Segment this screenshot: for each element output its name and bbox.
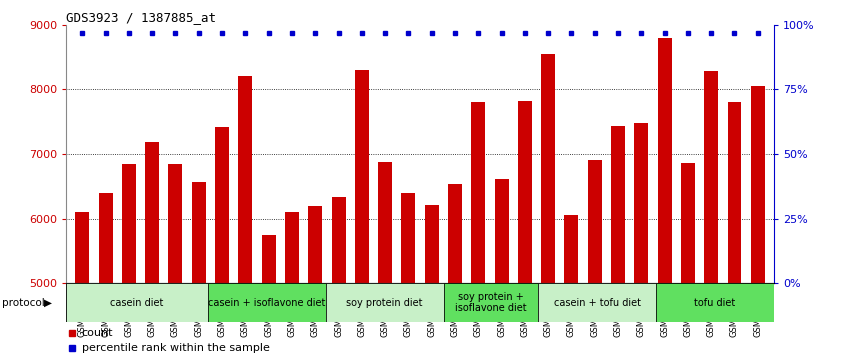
Text: casein + tofu diet: casein + tofu diet xyxy=(553,298,640,308)
Bar xyxy=(443,283,538,322)
Bar xyxy=(588,160,602,283)
Text: protocol: protocol xyxy=(2,298,45,308)
Bar xyxy=(518,101,532,283)
Bar xyxy=(425,205,439,283)
Bar xyxy=(656,283,774,322)
Bar xyxy=(750,86,765,283)
Bar xyxy=(657,38,672,283)
Text: casein + isoflavone diet: casein + isoflavone diet xyxy=(208,298,326,308)
Text: soy protein +
isoflavone diet: soy protein + isoflavone diet xyxy=(455,292,527,314)
Bar xyxy=(538,283,656,322)
Bar xyxy=(285,212,299,283)
Bar xyxy=(378,162,392,283)
Bar xyxy=(207,283,326,322)
Bar xyxy=(146,142,159,283)
Text: casein diet: casein diet xyxy=(110,298,163,308)
Bar xyxy=(326,283,443,322)
Bar xyxy=(261,235,276,283)
Bar xyxy=(308,206,322,283)
Bar xyxy=(99,193,113,283)
Bar xyxy=(448,184,462,283)
Bar xyxy=(611,126,625,283)
Bar xyxy=(239,76,252,283)
Bar xyxy=(168,164,183,283)
Bar xyxy=(354,70,369,283)
Bar xyxy=(215,127,229,283)
Bar xyxy=(495,178,508,283)
Text: ▶: ▶ xyxy=(44,298,52,308)
Bar xyxy=(564,215,579,283)
Bar xyxy=(401,193,415,283)
Bar xyxy=(471,102,486,283)
Bar xyxy=(681,163,695,283)
Bar xyxy=(75,212,90,283)
Text: GDS3923 / 1387885_at: GDS3923 / 1387885_at xyxy=(66,11,216,24)
Bar xyxy=(634,123,648,283)
Text: count: count xyxy=(81,328,113,338)
Text: tofu diet: tofu diet xyxy=(695,298,736,308)
Bar xyxy=(122,164,136,283)
Bar xyxy=(541,54,555,283)
Bar xyxy=(66,283,207,322)
Bar xyxy=(728,102,741,283)
Bar xyxy=(332,197,345,283)
Text: soy protein diet: soy protein diet xyxy=(346,298,423,308)
Text: percentile rank within the sample: percentile rank within the sample xyxy=(81,343,269,353)
Bar xyxy=(704,71,718,283)
Bar xyxy=(192,182,206,283)
